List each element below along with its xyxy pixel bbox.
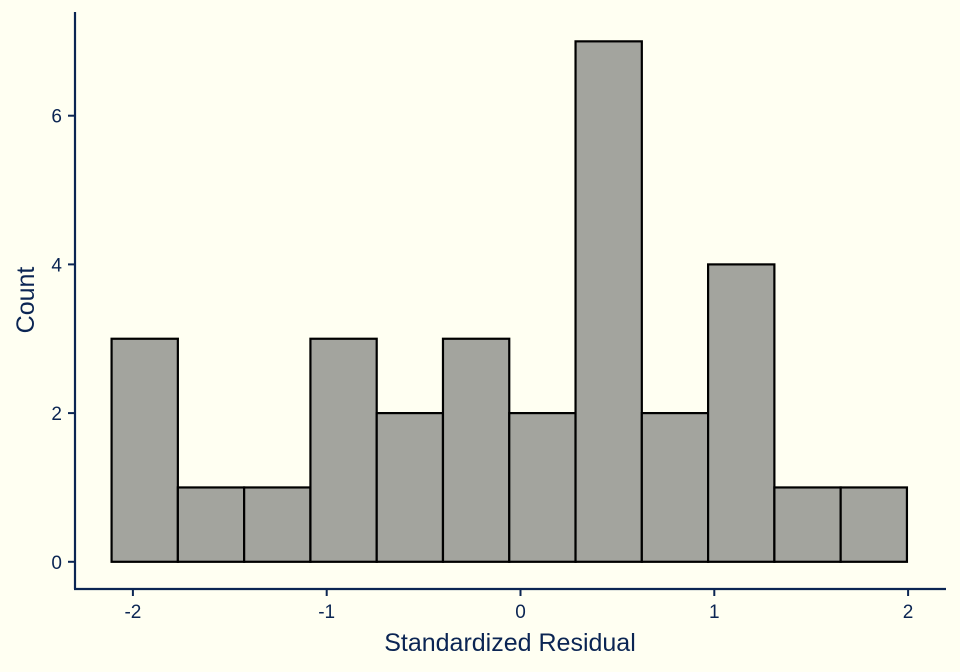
x-tick-label: -1 [318, 602, 335, 623]
histogram-bar [508, 412, 577, 563]
histogram-bar [110, 337, 179, 563]
histogram-bar [773, 486, 842, 563]
y-tick-label: 6 [51, 107, 62, 128]
histogram-bar [176, 486, 246, 563]
x-tick-label: 2 [903, 602, 914, 623]
y-axis-ticks: 0 2 4 6 [51, 107, 75, 574]
y-axis-title: Count [12, 267, 40, 334]
histogram-bar [243, 486, 312, 563]
x-axis-ticks: -2 -1 0 1 2 [124, 589, 913, 623]
x-tick-label: -2 [124, 602, 141, 623]
x-axis-title: Standardized Residual [384, 629, 636, 657]
bars-group [110, 40, 909, 563]
x-tick-label: 0 [515, 602, 526, 623]
x-tick-label: 1 [709, 602, 720, 623]
histogram-bar [574, 40, 643, 563]
histogram-bar [706, 263, 776, 563]
histogram-bar [375, 412, 445, 563]
y-tick-label: 2 [51, 404, 62, 425]
histogram-bar [640, 412, 710, 563]
histogram-bar [839, 486, 909, 563]
y-tick-label: 0 [51, 553, 62, 574]
histogram-bar [309, 337, 378, 563]
histogram-bar [441, 337, 511, 563]
y-tick-label: 4 [51, 255, 62, 276]
